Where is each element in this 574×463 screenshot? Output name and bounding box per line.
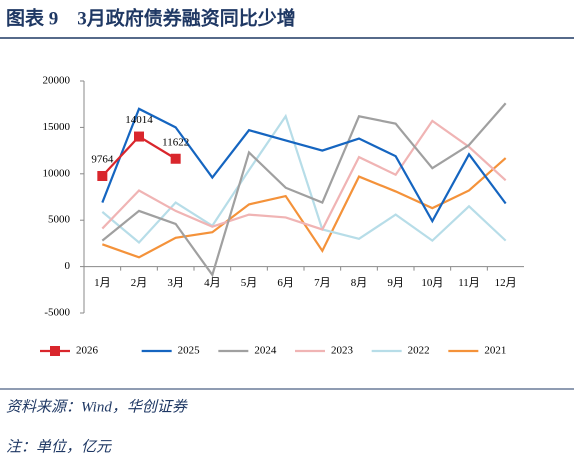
y-tick-label: 15000	[43, 121, 71, 133]
x-tick-label: 1月	[94, 277, 111, 289]
x-tick-label: 5月	[241, 277, 258, 289]
x-tick-label: 11月	[458, 277, 480, 289]
point-marker	[134, 131, 144, 142]
x-tick-label: 2月	[131, 277, 148, 289]
x-tick-label: 9月	[387, 277, 404, 289]
point-marker	[97, 170, 108, 181]
point-marker	[170, 153, 181, 164]
y-tick-label: 20000	[43, 75, 71, 87]
x-tick-label: 3月	[167, 277, 184, 289]
legend-label: 2025	[178, 345, 201, 357]
legend-label: 2022	[408, 345, 430, 357]
legend-label: 2023	[331, 345, 354, 357]
x-tick-label: 7月	[314, 277, 331, 289]
legend-label: 2024	[254, 345, 276, 357]
series-line	[101, 102, 507, 278]
x-tick-label: 10月	[421, 277, 443, 289]
data-label: 9764	[91, 154, 114, 166]
source: 资料来源：Wind，华创证券	[6, 398, 188, 415]
y-tick-label: -5000	[44, 307, 70, 319]
series-line	[101, 119, 507, 231]
note: 注：单位，亿元	[6, 438, 112, 455]
x-tick-label: 8月	[351, 277, 368, 289]
data-label: 14014	[125, 114, 153, 126]
legend-label: 2026	[76, 345, 99, 357]
x-tick-label: 6月	[277, 277, 294, 289]
y-tick-label: 10000	[43, 167, 71, 179]
legend-marker	[50, 346, 60, 356]
chart-title: 图表 9 3月政府债券融资同比少增	[6, 6, 296, 29]
y-tick-label: 5000	[48, 214, 71, 226]
x-tick-label: 4月	[204, 277, 221, 289]
series-line	[101, 113, 507, 244]
y-tick-label: 0	[65, 260, 71, 272]
x-tick-label: 12月	[495, 277, 517, 289]
data-label: 11622	[162, 136, 189, 148]
legend-label: 2021	[484, 345, 506, 357]
series-line	[101, 107, 507, 224]
